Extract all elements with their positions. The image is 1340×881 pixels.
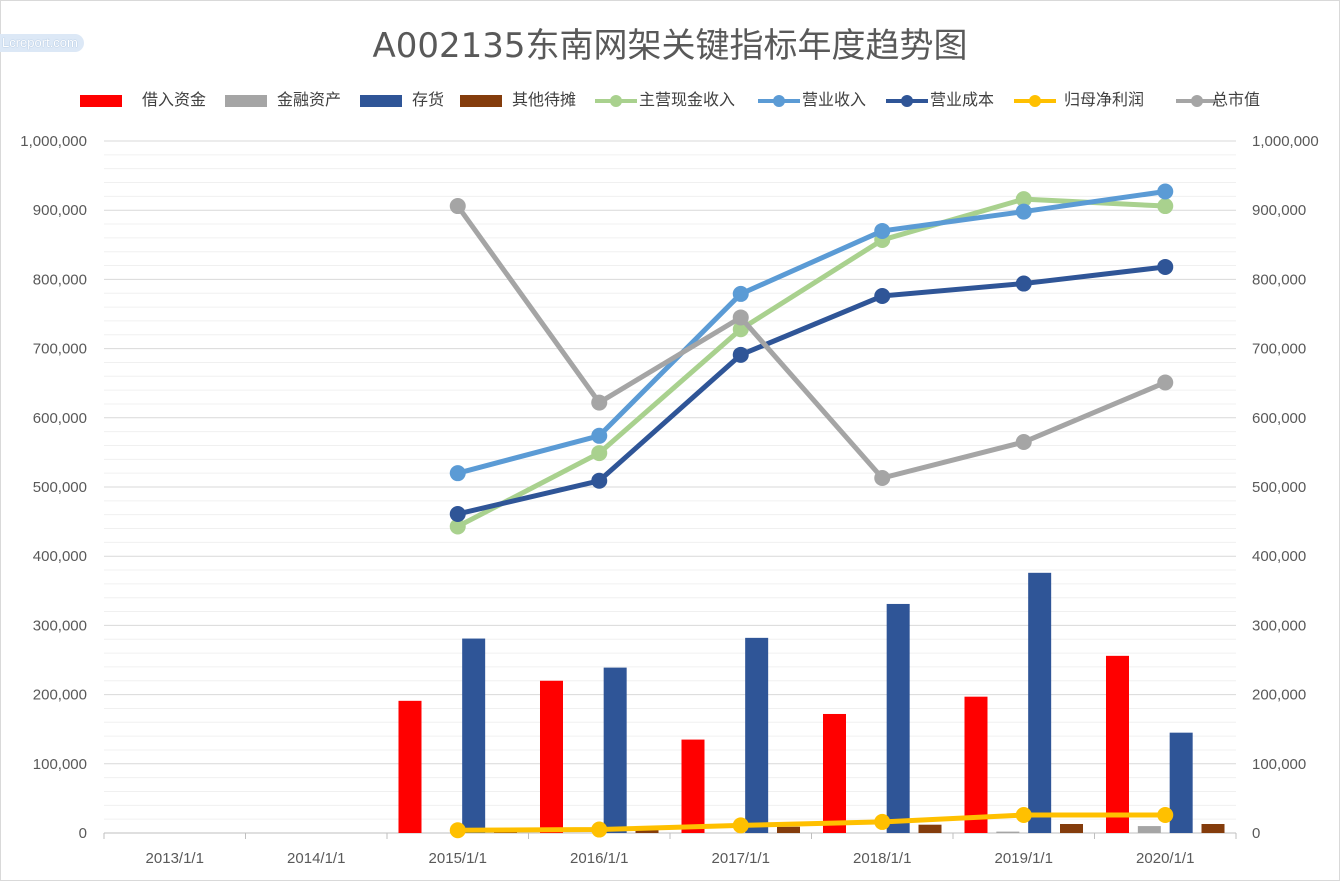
- legend-swatch: [460, 95, 502, 107]
- legend-swatch: [80, 95, 122, 107]
- legend-label: 存货: [412, 90, 445, 109]
- watermark: Lcreport.com: [0, 34, 84, 52]
- legend-label: 其他待摊: [512, 90, 577, 109]
- chart-title: A002135东南网架关键指标年度趋势图: [372, 26, 968, 66]
- legend-label: 总市值: [1212, 90, 1261, 109]
- legend-label: 归母净利润: [1064, 90, 1145, 109]
- legend-label: 金融资产: [277, 90, 342, 109]
- legend-line-marker: [1176, 95, 1218, 107]
- legend-line-marker: [595, 95, 637, 107]
- legend-line-marker: [1014, 95, 1056, 107]
- legend-label: 营业成本: [930, 90, 995, 109]
- legend-line-marker: [886, 95, 928, 107]
- legend-swatch: [225, 95, 267, 107]
- legend-label: 借入资金: [142, 90, 207, 109]
- legend-label: 营业收入: [802, 90, 867, 109]
- legend-swatch: [360, 95, 402, 107]
- legend-label: 主营现金收入: [639, 90, 736, 109]
- legend-line-marker: [758, 95, 800, 107]
